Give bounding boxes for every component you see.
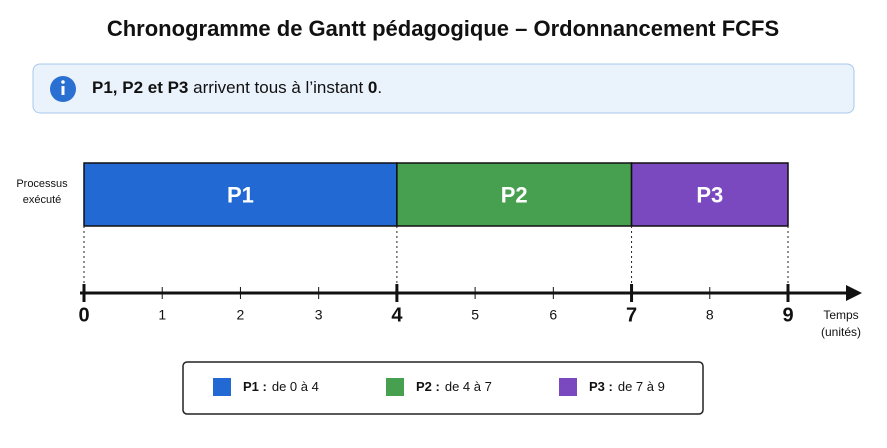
x-tick-label: 7 xyxy=(626,304,637,326)
task-label: P2 xyxy=(501,182,528,207)
legend-swatch xyxy=(213,378,231,396)
y-axis-label-line: Processus xyxy=(16,178,68,190)
legend-swatch xyxy=(559,378,577,396)
task-bar xyxy=(630,162,789,227)
legend-key: P2 : xyxy=(416,379,440,394)
x-axis-label-line: Temps xyxy=(823,308,858,322)
info-icon-dot xyxy=(61,80,65,84)
task-bar xyxy=(396,162,633,227)
y-axis-label: Processus exécuté xyxy=(16,178,68,206)
legend-text: de 7 à 9 xyxy=(618,379,665,394)
note-part: arrivent tous à l’instant xyxy=(188,78,368,97)
legend-entry: P1 : de 0 à 4 xyxy=(243,379,319,394)
legend-text: de 0 à 4 xyxy=(272,379,319,394)
x-tick-label: 8 xyxy=(706,307,714,323)
x-tick-label: 4 xyxy=(391,304,403,326)
info-note: P1, P2 et P3 arrivent tous à l’instant 0… xyxy=(92,78,382,97)
x-tick-label: 9 xyxy=(782,304,793,326)
x-tick-label: 1 xyxy=(158,307,166,323)
task-label: P3 xyxy=(696,182,723,207)
info-icon-bar xyxy=(61,86,65,95)
x-tick-label: 6 xyxy=(549,307,557,323)
x-axis-label: Temps (unités) xyxy=(821,308,861,339)
x-tick-label: 5 xyxy=(471,307,479,323)
legend-box xyxy=(182,361,704,415)
legend-key: P3 : xyxy=(589,379,613,394)
info-box xyxy=(32,63,855,114)
legend-entry: P3 : de 7 à 9 xyxy=(589,379,665,394)
chart-title: Chronogramme de Gantt pédagogique – Ordo… xyxy=(107,16,779,41)
legend-text: de 4 à 7 xyxy=(445,379,492,394)
x-tick-label: 3 xyxy=(315,307,323,323)
task-label: P1 xyxy=(227,182,254,207)
x-axis-label-line: (unités) xyxy=(821,325,861,339)
x-axis-arrow xyxy=(846,285,862,301)
y-axis-label-line: exécuté xyxy=(23,194,62,206)
note-part: . xyxy=(377,78,382,97)
x-tick-label: 0 xyxy=(78,304,89,326)
legend-key: P1 : xyxy=(243,379,267,394)
note-part: 0 xyxy=(368,78,377,97)
task-bar xyxy=(83,162,398,227)
legend-swatch xyxy=(386,378,404,396)
note-part: P1, P2 et P3 xyxy=(92,78,188,97)
x-tick-label: 2 xyxy=(237,307,245,323)
legend-entry: P2 : de 4 à 7 xyxy=(416,379,492,394)
